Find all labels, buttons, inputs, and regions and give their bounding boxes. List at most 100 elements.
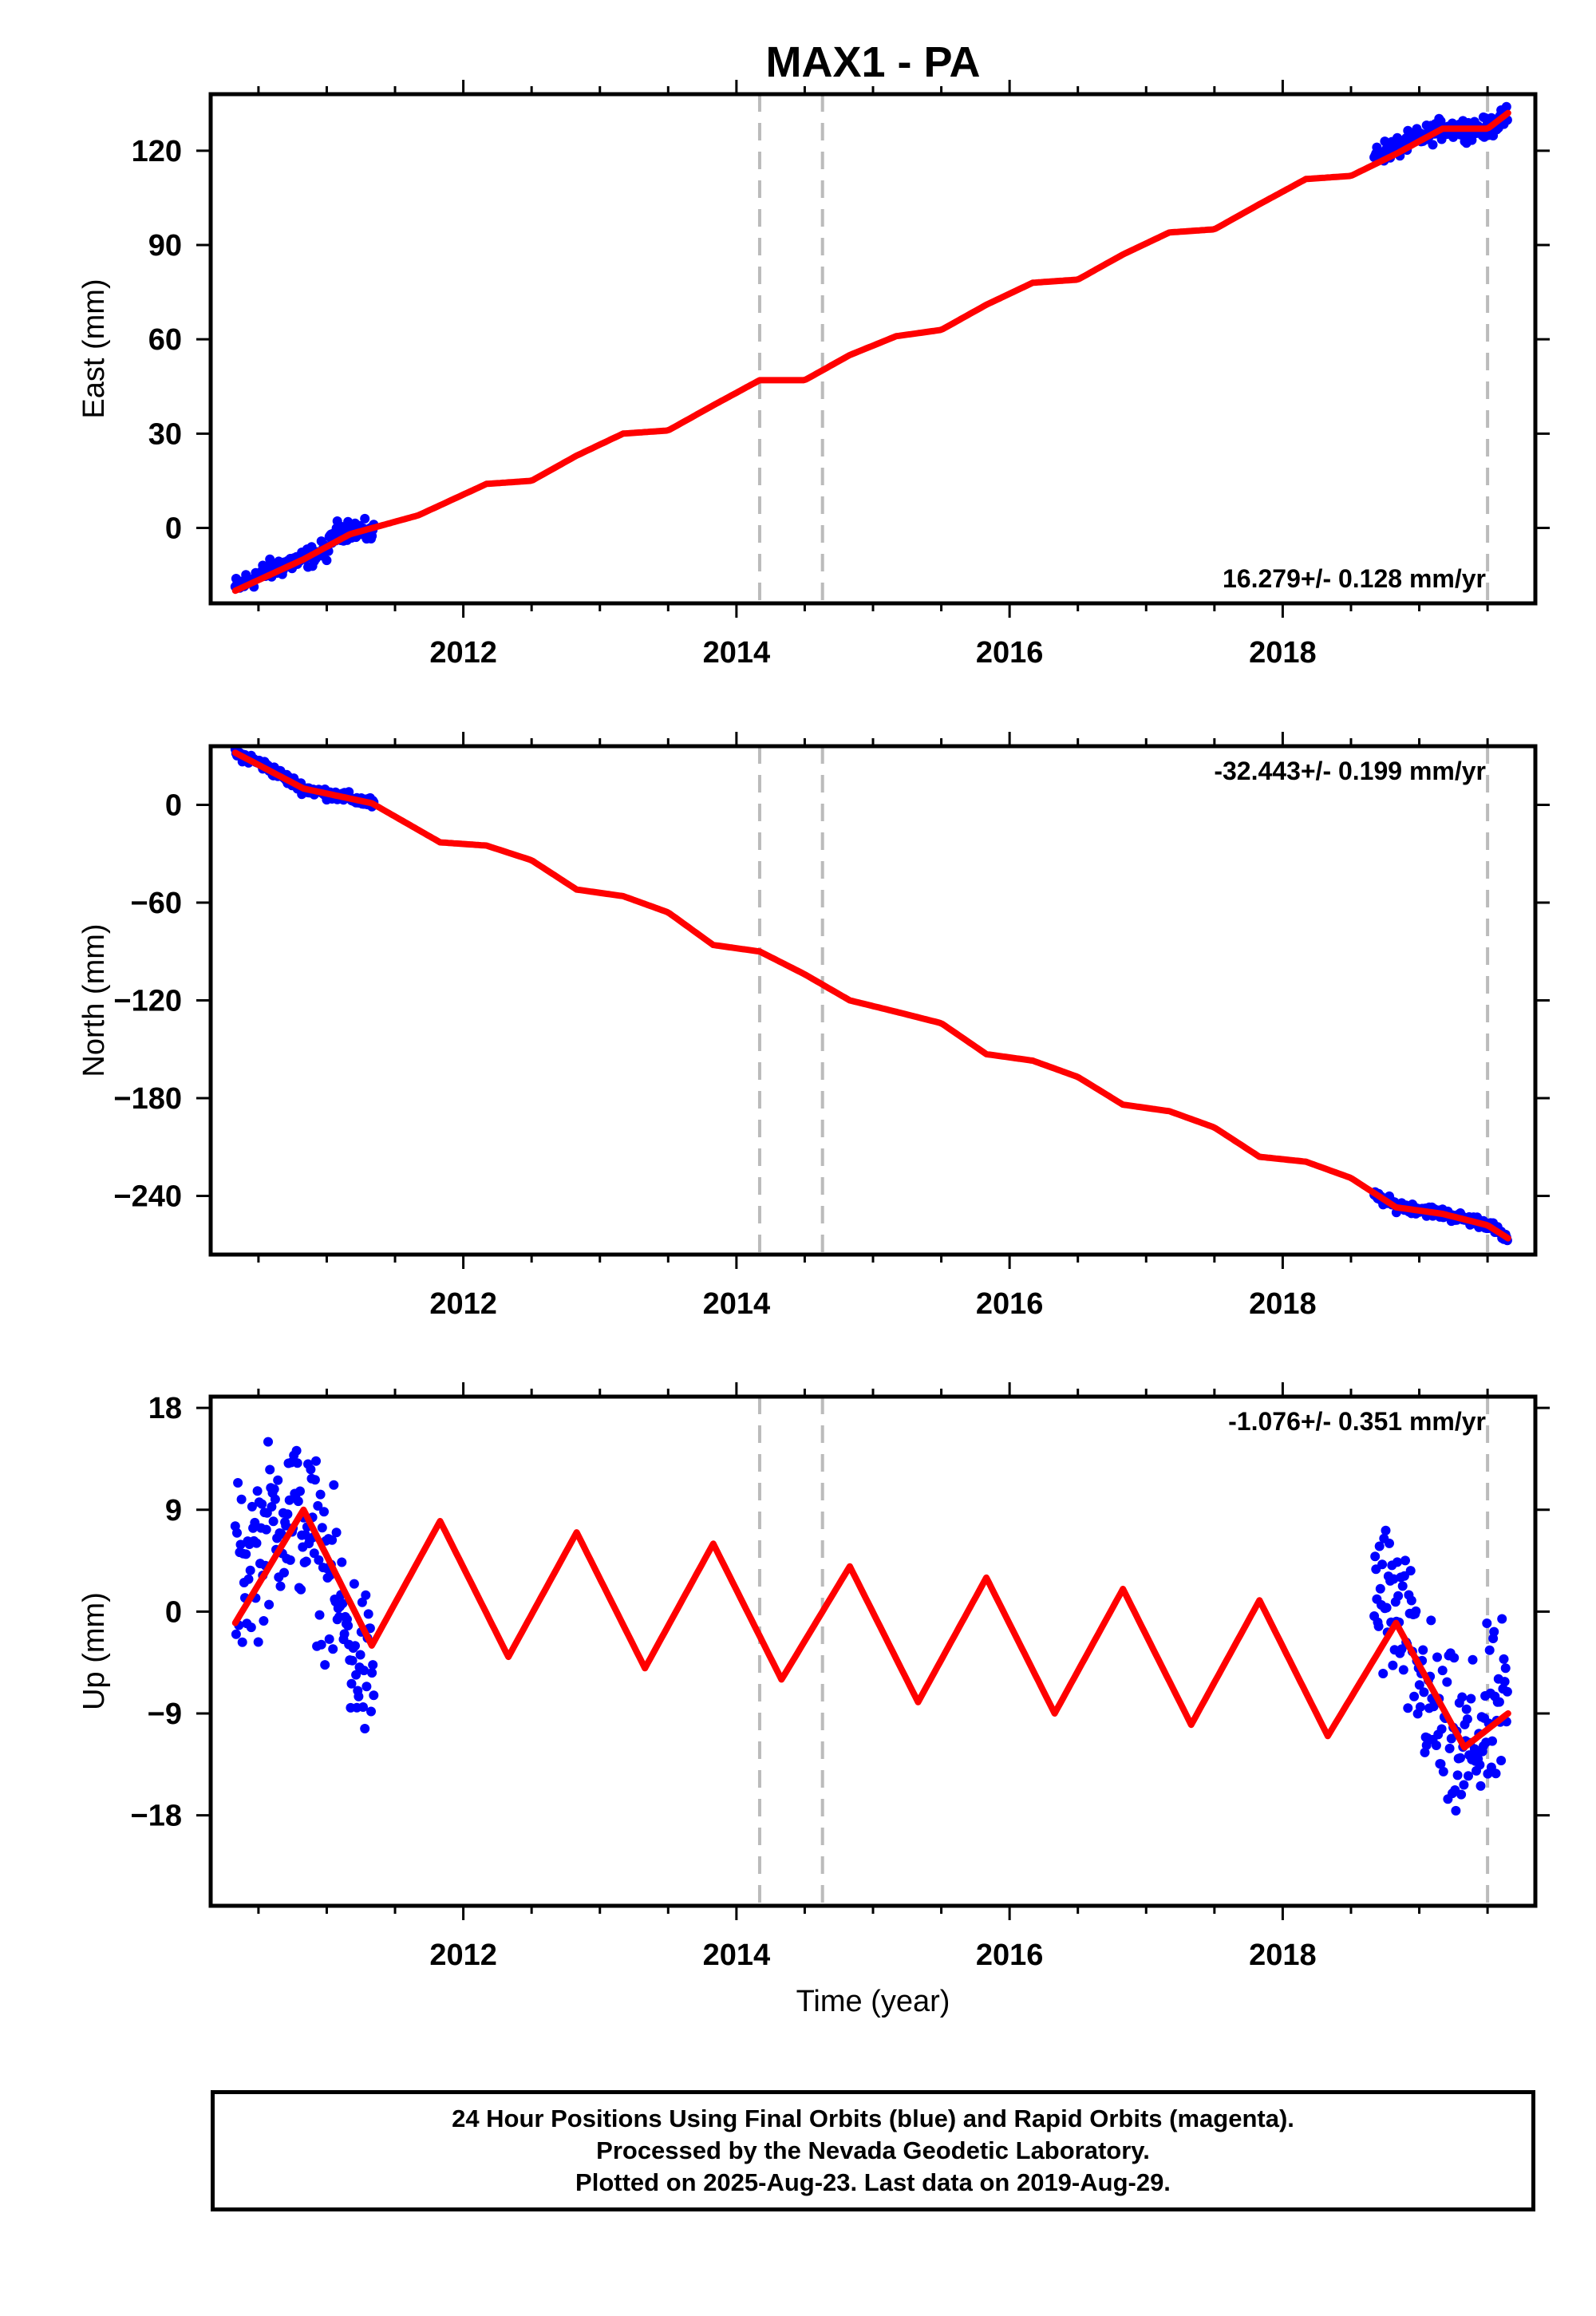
data-point bbox=[338, 1599, 348, 1609]
data-point bbox=[1482, 1618, 1492, 1628]
data-point bbox=[1393, 1591, 1404, 1601]
data-point bbox=[1370, 1551, 1381, 1562]
y-tick-label: −9 bbox=[148, 1697, 182, 1731]
data-point bbox=[273, 1475, 283, 1485]
data-point bbox=[1457, 1692, 1468, 1702]
data-point bbox=[1501, 101, 1511, 112]
data-point bbox=[363, 1609, 373, 1619]
data-point bbox=[1414, 1680, 1424, 1690]
data-point bbox=[369, 1690, 379, 1701]
caption-line-plotted: Plotted on 2025-Aug-23. Last data on 201… bbox=[575, 2168, 1171, 2196]
data-point bbox=[1411, 1606, 1421, 1616]
data-point bbox=[257, 1499, 267, 1509]
y-axis-label: Up (mm) bbox=[77, 1592, 111, 1710]
panel-up: 2012 2014 2016 2018 18 9 0 −9 −18 Up (mm) -1.076+/… bbox=[77, 1382, 1550, 1972]
data-point bbox=[1399, 1571, 1409, 1581]
x-tick-label: 2012 bbox=[429, 636, 497, 670]
data-point bbox=[1461, 1704, 1472, 1714]
data-point bbox=[347, 1655, 358, 1666]
x-tick-label: 2016 bbox=[976, 1939, 1044, 1972]
data-point bbox=[327, 1535, 338, 1545]
data-point bbox=[1468, 1654, 1478, 1665]
data-point bbox=[1438, 1766, 1448, 1777]
data-point bbox=[291, 1445, 302, 1456]
y-tick-label: −180 bbox=[113, 1082, 182, 1116]
data-point bbox=[1496, 1756, 1507, 1765]
data-point bbox=[343, 1621, 354, 1630]
data-point bbox=[1418, 1645, 1428, 1655]
data-point bbox=[367, 1668, 377, 1678]
data-point bbox=[1497, 1614, 1507, 1624]
data-point bbox=[1398, 1665, 1408, 1675]
data-point bbox=[350, 1641, 360, 1651]
model-line bbox=[231, 109, 1511, 595]
x-axis-label: Time (year) bbox=[796, 1985, 950, 2018]
data-point bbox=[310, 1475, 320, 1485]
data-point bbox=[313, 1500, 323, 1511]
caption-line-processed: Processed by the Nevada Geodetic Laborat… bbox=[596, 2136, 1150, 2164]
data-point bbox=[251, 1538, 262, 1548]
velocity-rate-label: -1.076+/- 0.351 mm/yr bbox=[1228, 1407, 1486, 1436]
x-tick-label: 2016 bbox=[976, 636, 1044, 670]
data-point bbox=[293, 1496, 303, 1507]
data-point bbox=[1406, 1595, 1416, 1606]
data-point bbox=[1400, 1555, 1410, 1566]
data-point bbox=[1499, 1654, 1509, 1664]
model-line bbox=[231, 1506, 1511, 1751]
data-point bbox=[259, 1616, 269, 1626]
plot-frame bbox=[208, 1394, 1538, 1908]
data-point bbox=[1373, 1621, 1384, 1631]
data-point bbox=[314, 1555, 324, 1565]
data-point bbox=[357, 1597, 367, 1607]
data-point bbox=[1456, 1753, 1465, 1763]
caption-line-orbits: 24 Hour Positions Using Final Orbits (bl… bbox=[452, 2105, 1294, 2132]
data-point bbox=[1375, 1583, 1385, 1594]
y-tick-label: 18 bbox=[148, 1392, 182, 1425]
data-point bbox=[311, 1456, 321, 1466]
data-point bbox=[296, 1584, 306, 1595]
data-point bbox=[279, 1567, 289, 1578]
data-point bbox=[1431, 1741, 1441, 1750]
data-point bbox=[1449, 1653, 1460, 1663]
data-point bbox=[1419, 1687, 1429, 1697]
data-point bbox=[316, 1639, 326, 1650]
data-point bbox=[1494, 1697, 1504, 1707]
data-point bbox=[250, 1517, 260, 1528]
data-point bbox=[1436, 116, 1446, 126]
data-point bbox=[269, 1484, 279, 1494]
plot-area-north bbox=[230, 746, 1512, 1246]
data-point bbox=[1442, 1677, 1452, 1687]
data-point bbox=[1489, 1626, 1499, 1637]
data-point bbox=[1436, 1724, 1447, 1734]
y-tick-label: 0 bbox=[165, 1595, 182, 1629]
data-point bbox=[322, 555, 332, 566]
x-tick-label: 2012 bbox=[429, 1287, 497, 1321]
x-tick-label: 2018 bbox=[1249, 1939, 1317, 1972]
data-point bbox=[1381, 1525, 1391, 1535]
data-point bbox=[349, 1579, 359, 1589]
data-point bbox=[236, 1494, 247, 1504]
data-point bbox=[1462, 1714, 1472, 1725]
data-point bbox=[241, 1549, 251, 1559]
data-point bbox=[1421, 1740, 1432, 1750]
data-point bbox=[245, 1565, 255, 1575]
data-point bbox=[265, 1464, 275, 1475]
data-point bbox=[366, 1706, 376, 1717]
data-point bbox=[319, 1507, 329, 1517]
y-tick-label: 30 bbox=[148, 417, 182, 451]
data-point bbox=[331, 1528, 342, 1538]
data-point bbox=[328, 1644, 338, 1654]
data-point bbox=[282, 1509, 293, 1520]
data-point bbox=[1476, 1780, 1486, 1791]
data-point bbox=[1428, 140, 1438, 150]
data-point bbox=[1397, 1581, 1408, 1591]
data-point bbox=[1426, 1615, 1436, 1626]
y-axis-label: East (mm) bbox=[77, 279, 111, 418]
data-point bbox=[243, 1574, 254, 1584]
panel-east: 2012 2014 2016 2018 0 30 60 90 120 East (mm) 16.27… bbox=[77, 80, 1550, 670]
data-point bbox=[1475, 1760, 1485, 1770]
data-point bbox=[329, 1480, 339, 1490]
data-point bbox=[315, 1489, 326, 1500]
data-point bbox=[1499, 1677, 1510, 1687]
data-point bbox=[1377, 1559, 1388, 1570]
